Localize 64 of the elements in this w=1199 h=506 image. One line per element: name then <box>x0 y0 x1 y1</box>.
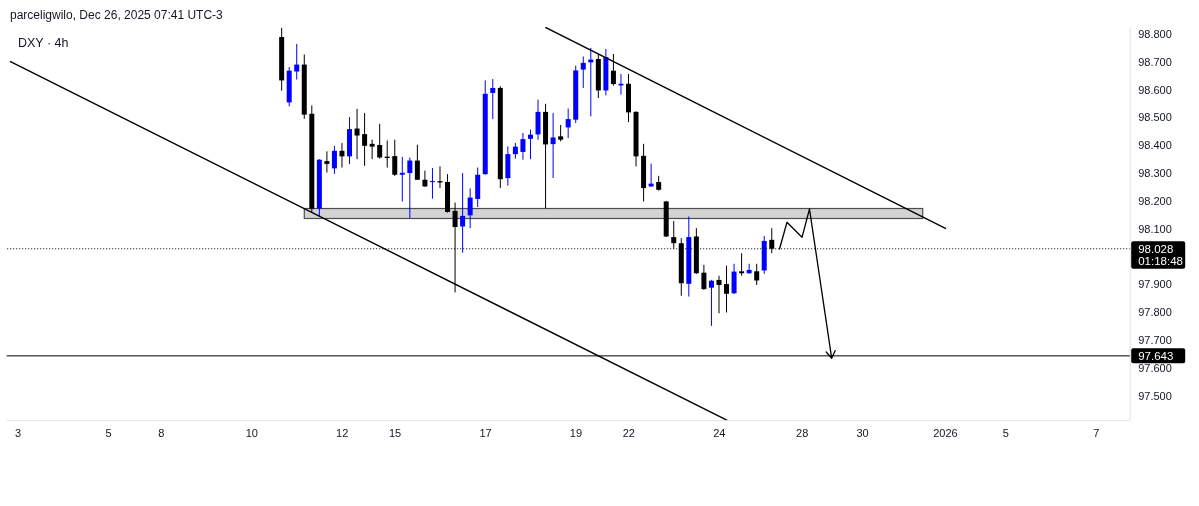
candlestick <box>739 252 745 277</box>
x-tick-label: 22 <box>622 426 635 439</box>
ref-line-label: 98.028 01:18:48 <box>1138 242 1183 268</box>
candlestick <box>414 144 420 181</box>
candlestick <box>460 172 466 254</box>
text: DXY · 4h <box>18 35 69 51</box>
x-tick-label: 3 <box>14 426 22 439</box>
y-tick-label: 98.100 <box>1138 222 1172 235</box>
candlestick <box>754 263 760 286</box>
candlestick <box>429 167 435 200</box>
x-tick-label: 8 <box>158 426 165 439</box>
candlestick <box>437 165 443 189</box>
x-tick-label: 2026 <box>933 426 958 439</box>
x-tick-label: 24 <box>713 426 726 439</box>
y-tick-label: 97.900 <box>1138 278 1172 291</box>
x-tick-label: 17 <box>479 426 492 439</box>
candlestick <box>392 139 398 177</box>
candlestick <box>467 187 473 229</box>
candlestick <box>505 145 511 187</box>
x-tick-label: 19 <box>569 426 583 439</box>
y-tick-label: 97.600 <box>1138 361 1172 374</box>
x-tick-label: 28 <box>796 426 809 439</box>
y-tick-label: 98.600 <box>1138 83 1172 96</box>
candlestick <box>701 264 707 291</box>
y-tick-label: 97.500 <box>1138 389 1172 402</box>
candlestick <box>550 112 556 179</box>
candlestick <box>422 170 428 188</box>
chart-title: parceligwilo, Dec 26, 2025 07:41 UTC-3 <box>10 7 223 23</box>
y-tick-label: 98.200 <box>1138 194 1172 207</box>
candlestick <box>331 145 337 175</box>
candlestick <box>565 108 571 139</box>
x-tick-label: 12 <box>336 426 349 439</box>
candlestick <box>490 78 496 120</box>
candlestick <box>294 43 300 81</box>
x-tick-label: 10 <box>245 426 258 439</box>
y-tick-label: 98.500 <box>1138 111 1172 124</box>
y-tick-label: 97.800 <box>1138 306 1172 319</box>
candlestick <box>580 55 586 89</box>
candlestick <box>716 275 722 314</box>
candlestick <box>708 279 714 327</box>
candlestick <box>520 132 526 161</box>
candlestick <box>731 263 737 295</box>
candlestick <box>362 112 368 167</box>
y-tick-label: 98.700 <box>1138 55 1172 68</box>
y-tick-label: 98.800 <box>1138 27 1172 40</box>
candlestick <box>407 156 413 219</box>
candlestick <box>535 99 541 141</box>
ref-line-label: 97.643 <box>1138 349 1174 362</box>
candlestick <box>610 53 616 87</box>
candlestick <box>324 150 330 174</box>
candlestick <box>724 265 730 313</box>
x-tick-label: 15 <box>388 426 402 439</box>
y-tick-label: 97.700 <box>1138 333 1172 346</box>
x-tick-label: 30 <box>856 426 869 439</box>
x-tick-label: 5 <box>1002 426 1009 439</box>
candlestick <box>399 156 405 202</box>
x-tick-label: 5 <box>105 426 112 439</box>
candlestick <box>369 139 375 160</box>
candlestick <box>354 108 360 160</box>
x-tick-label: 7 <box>1093 426 1100 439</box>
candlestick <box>377 123 383 160</box>
y-tick-label: 98.400 <box>1138 139 1172 152</box>
y-tick-label: 98.300 <box>1138 166 1172 179</box>
candlestick <box>527 129 533 160</box>
